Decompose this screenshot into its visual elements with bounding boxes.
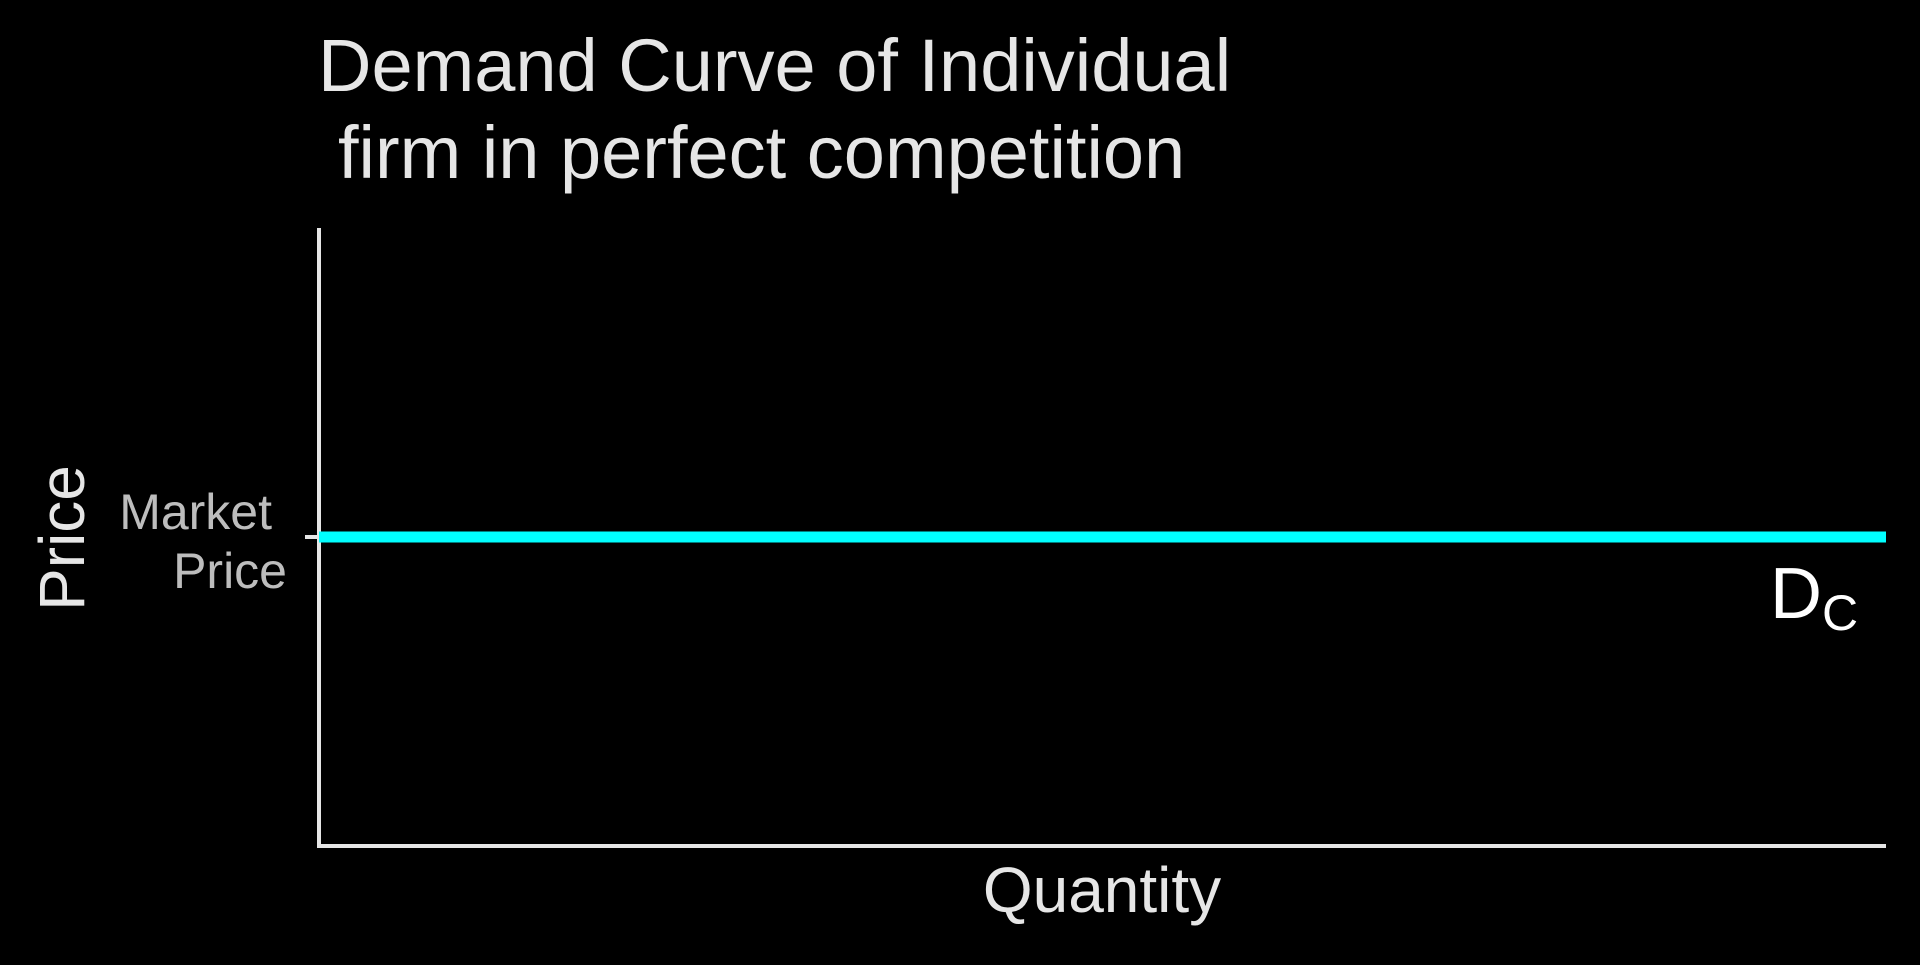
y-tick-label: Price <box>173 543 287 599</box>
y-axis-label: Price <box>26 465 98 611</box>
chart-title-line-2: firm in perfect competition <box>338 111 1185 194</box>
chart-title-line-1: Demand Curve of Individual <box>318 24 1231 107</box>
x-axis-label: Quantity <box>983 854 1221 926</box>
y-tick-label: Market <box>119 484 272 540</box>
series-group: DC <box>319 531 1886 641</box>
demand-curve-label: DC <box>1770 554 1858 641</box>
